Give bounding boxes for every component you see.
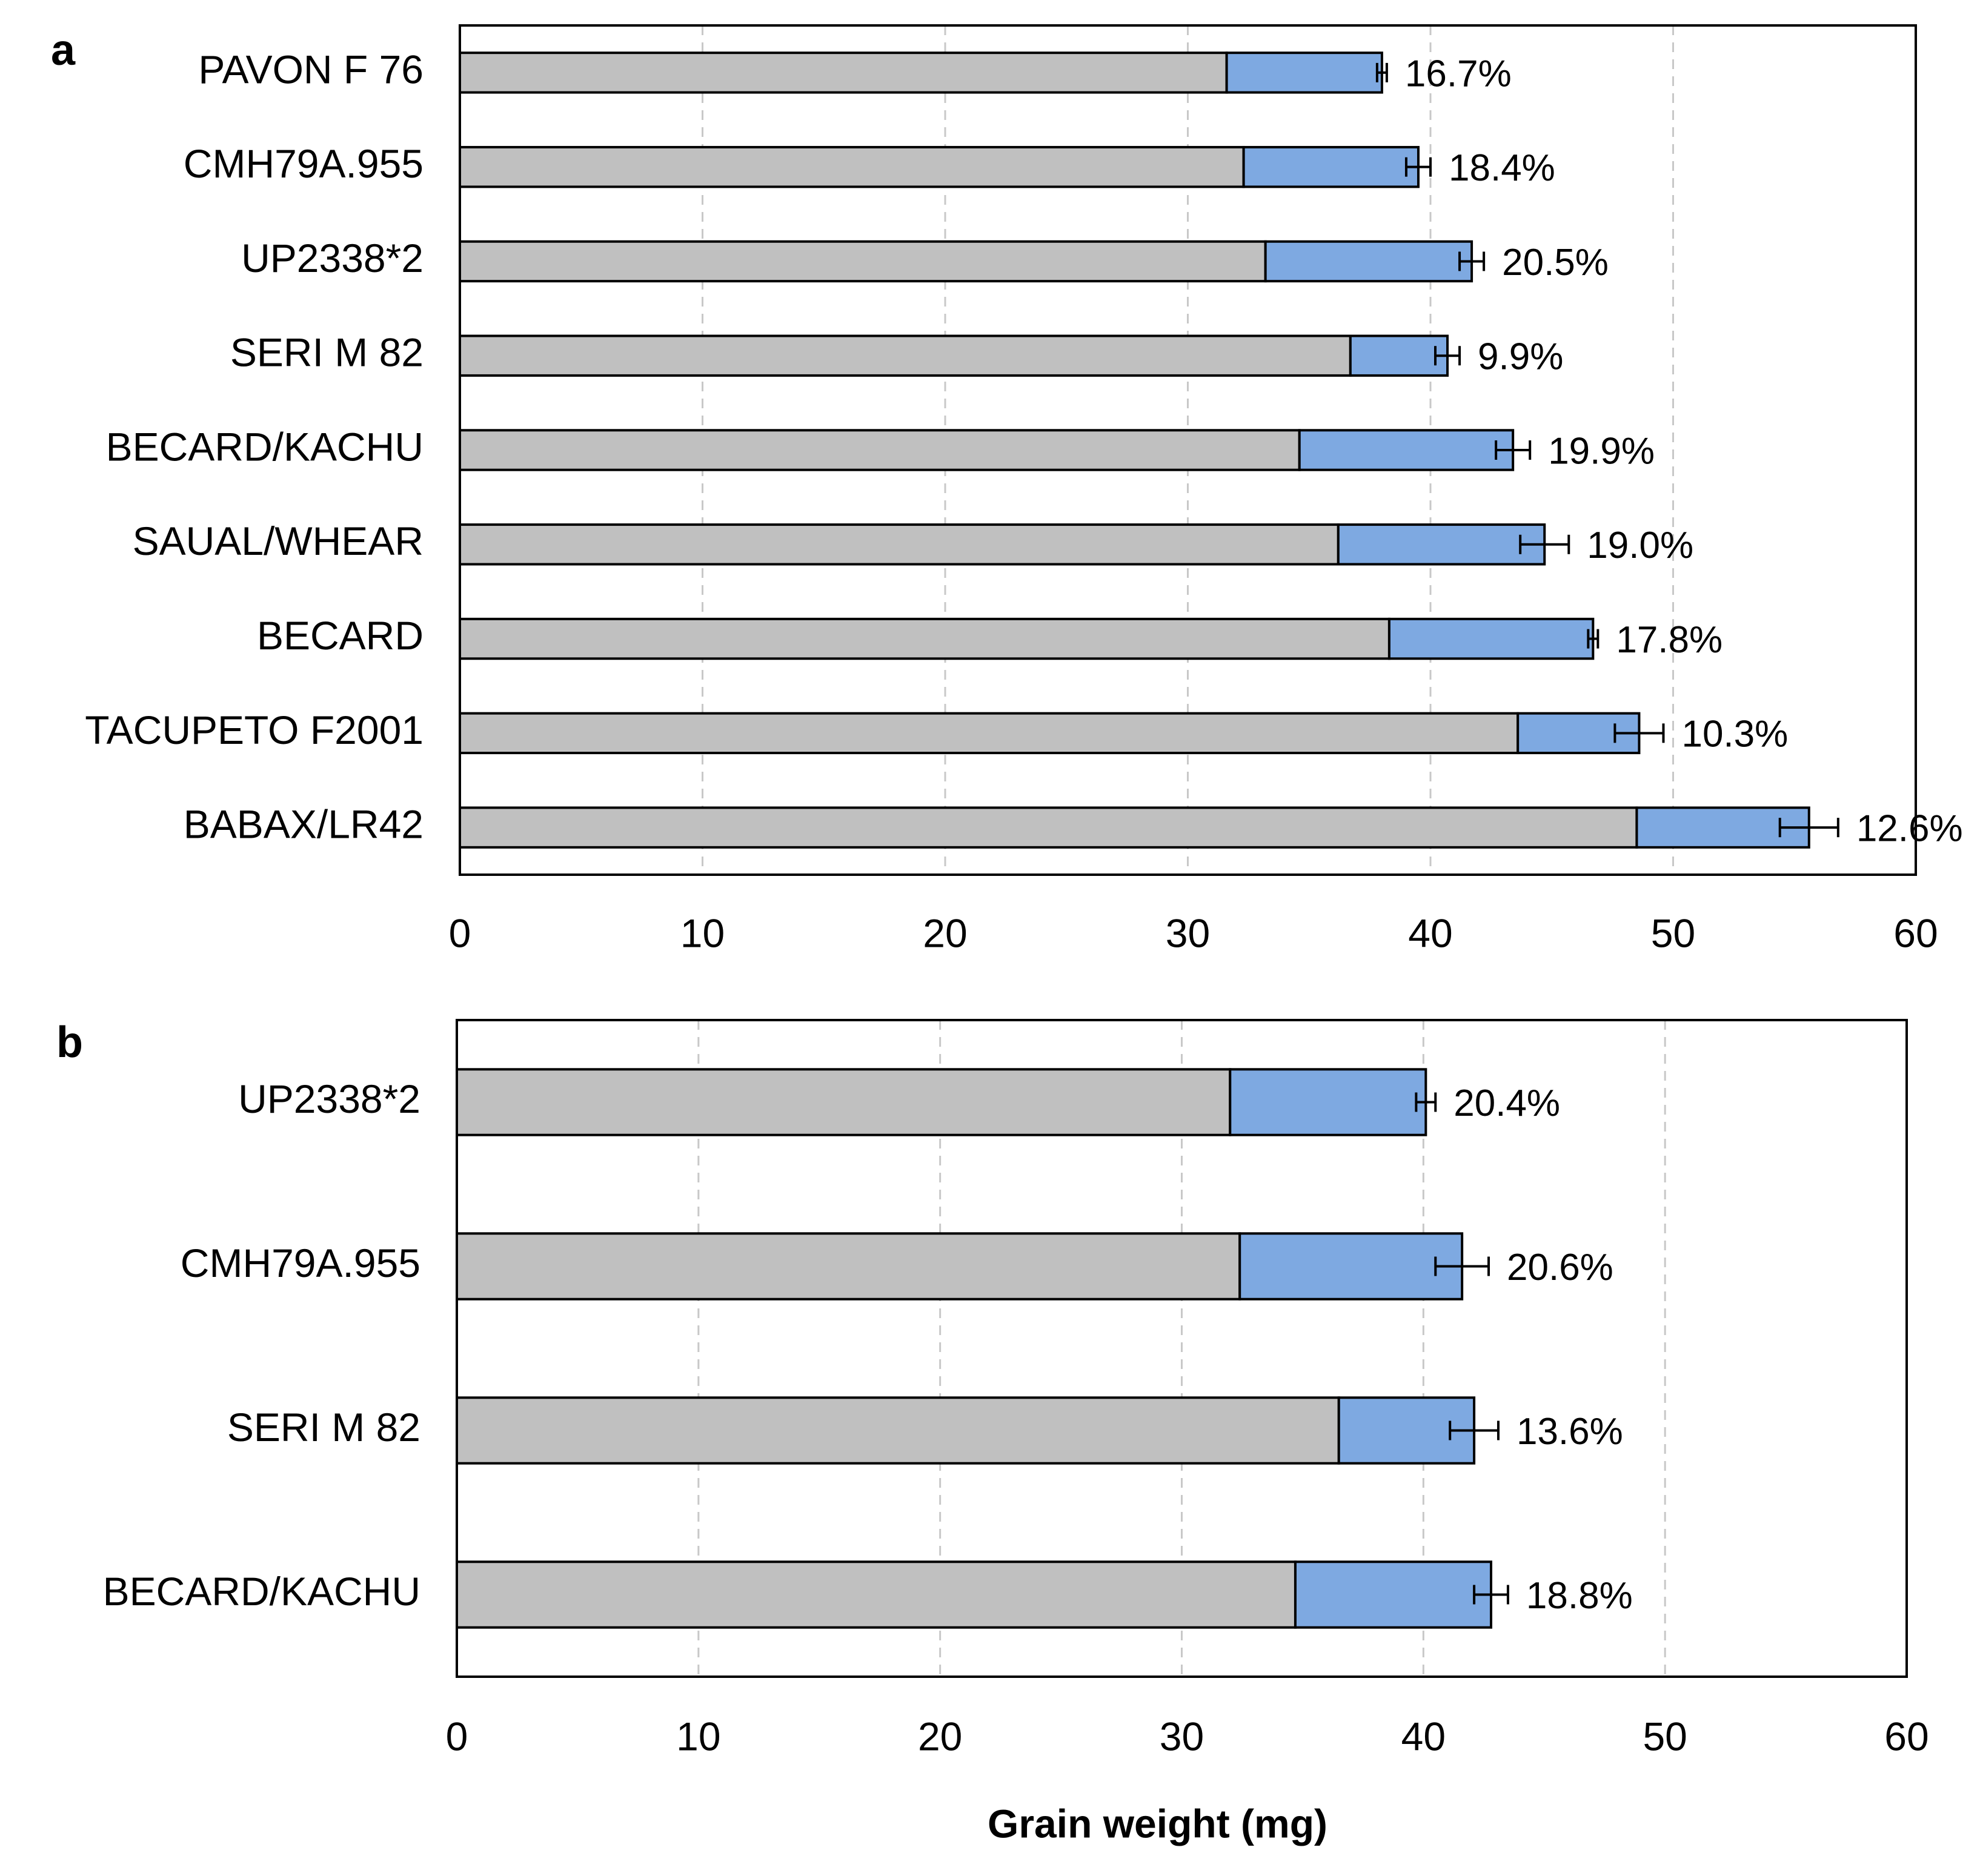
bar-segment [456,1068,1232,1136]
bar-segment [1225,51,1383,94]
bar-segment [1242,145,1420,188]
x-tick-label: 30 [1166,910,1210,955]
error-bar [1375,62,1388,82]
bar-segment [456,1232,1241,1301]
percent-label: 12.6% [1856,807,1963,849]
y-tick-label: SAUAL/WHEAR [133,519,424,563]
x-tick-label: 20 [923,910,967,955]
x-tick-label: 40 [1408,910,1452,955]
bar-segment [456,1560,1297,1629]
x-tick-label: 50 [1651,910,1695,955]
bar-segment [1337,523,1546,566]
panel-label: b [56,1018,83,1067]
plot-frame [459,24,1917,876]
percent-label: 17.8% [1616,619,1723,661]
bar-segment [1387,617,1595,660]
y-tick-label: BECARD [257,613,424,658]
bar-segment [459,145,1245,188]
x-tick-label: 50 [1643,1714,1687,1758]
error-bar [1449,1420,1500,1440]
x-tick-label: 20 [918,1714,962,1758]
bar-segment [459,51,1228,94]
bar-segment [459,429,1301,471]
bar-segment [1238,1232,1464,1301]
bar-segment [1229,1068,1427,1136]
error-bar [1519,534,1570,554]
percent-label: 19.0% [1587,525,1693,566]
y-tick-label: PAVON F 76 [198,47,424,91]
percent-label: 18.4% [1449,147,1555,189]
percent-label: 18.8% [1526,1575,1633,1617]
bar-segment [1264,240,1473,283]
percent-label: 10.3% [1681,714,1788,755]
percent-label: 20.6% [1507,1247,1613,1288]
bar-segment [459,712,1520,755]
percent-label: 9.9% [1478,336,1563,378]
y-tick-label: BECARD/KACHU [103,1569,420,1614]
percent-label: 20.4% [1453,1082,1560,1124]
x-tick-label: 60 [1884,1714,1929,1758]
error-bar [1613,723,1665,743]
error-bar [1434,346,1461,366]
error-bar [1404,157,1432,177]
y-tick-label: CMH79A.955 [181,1241,420,1285]
percent-label: 16.7% [1405,53,1512,94]
plot-frame [456,1019,1908,1678]
x-tick-label: 10 [680,910,725,955]
error-bar [1587,629,1600,649]
x-tick-label: 0 [449,910,471,955]
bar-segment [459,523,1340,566]
error-bar [1415,1092,1437,1112]
y-tick-label: UP2338*2 [241,236,424,280]
y-tick-label: BECARD/KACHU [106,424,424,469]
bar-segment [1294,1560,1493,1629]
x-tick-label: 60 [1893,910,1938,955]
x-axis-label: Grain weight (mg) [988,1801,1327,1846]
percent-label: 13.6% [1517,1411,1623,1453]
y-tick-label: SERI M 82 [227,1405,420,1450]
y-tick-label: BABAX/LR42 [184,802,424,847]
x-tick-label: 10 [676,1714,720,1758]
error-bar [1495,440,1532,460]
x-tick-label: 0 [446,1714,468,1758]
bar-segment [1298,429,1515,471]
y-tick-label: TACUPETO F2001 [85,708,424,752]
percent-label: 19.9% [1548,430,1655,472]
x-tick-label: 30 [1160,1714,1204,1758]
bar-segment [459,617,1390,660]
y-tick-label: UP2338*2 [238,1076,420,1121]
percent-label: 20.5% [1502,242,1609,283]
y-tick-label: CMH79A.955 [184,141,424,186]
panel-label: a [51,26,76,75]
error-bar [1473,1585,1509,1605]
bar-segment [1349,334,1449,377]
bar-segment [459,240,1267,283]
bar-segment [459,806,1638,849]
bar-segment [459,334,1352,377]
x-tick-label: 40 [1401,1714,1446,1758]
error-bar [1434,1256,1490,1276]
bar-segment [456,1396,1340,1465]
error-bar [1778,818,1839,838]
error-bar [1458,251,1486,271]
y-tick-label: SERI M 82 [230,330,424,375]
